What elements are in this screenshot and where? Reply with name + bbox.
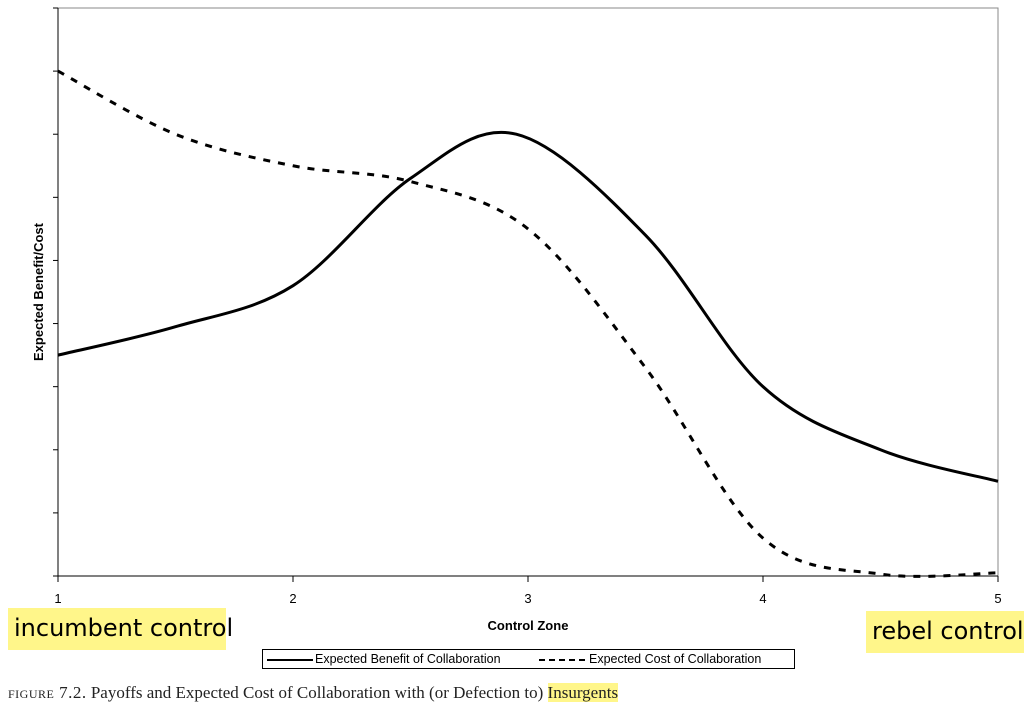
rebel-control-label: rebel control xyxy=(866,611,1024,653)
legend-swatch-cost xyxy=(539,659,585,661)
x-tick-label: 4 xyxy=(759,591,766,606)
x-axis-title: Control Zone xyxy=(488,618,569,633)
chart: 1 2 3 4 5 Control Zone Expected Benefit/Cost xyxy=(31,7,1002,633)
series-line-cost xyxy=(57,69,999,578)
legend-label-cost: Expected Cost of Collaboration xyxy=(589,652,762,666)
y-axis-title: Expected Benefit/Cost xyxy=(31,222,46,361)
legend-label-benefit: Expected Benefit of Collaboration xyxy=(315,652,501,666)
series-layer xyxy=(57,69,999,578)
figure-label: figure 7.2. xyxy=(8,683,87,702)
x-tick-label: 2 xyxy=(289,591,296,606)
legend: Expected Benefit of Collaboration Expect… xyxy=(262,649,795,669)
caption-text: Payoffs and Expected Cost of Collaborati… xyxy=(90,683,544,702)
incumbent-control-label: incumbent control xyxy=(8,608,233,650)
series-line-benefit xyxy=(57,130,999,483)
figure-caption: figure 7.2. Payoffs and Expected Cost of… xyxy=(8,683,619,703)
plot-area xyxy=(57,7,999,577)
legend-swatch-benefit xyxy=(267,659,313,661)
axes: 1 2 3 4 5 xyxy=(53,7,1002,606)
caption-highlight: Insurgents xyxy=(547,683,619,702)
x-tick-label: 1 xyxy=(54,591,61,606)
x-tick-label: 3 xyxy=(524,591,531,606)
x-tick-label: 5 xyxy=(994,591,1001,606)
